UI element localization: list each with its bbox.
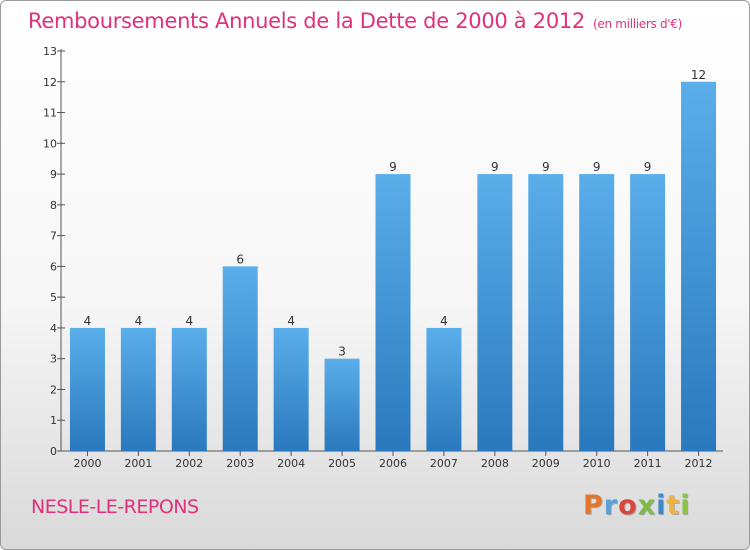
commune-name: NESLE-LE-REPONS — [31, 496, 199, 518]
bar-2000 — [69, 327, 105, 451]
x-tick-label: 2011 — [634, 457, 662, 470]
bar-2004 — [273, 327, 309, 451]
y-tick-label: 2 — [50, 383, 57, 396]
y-tick-label: 6 — [50, 260, 57, 273]
data-label: 9 — [389, 160, 397, 174]
x-tick-label: 2000 — [73, 457, 101, 470]
bar-2009 — [528, 174, 564, 452]
y-tick-label: 7 — [50, 230, 57, 243]
y-tick-label: 4 — [50, 322, 57, 335]
bar-2010 — [579, 174, 615, 452]
data-label: 3 — [338, 345, 346, 359]
logo-letter: i — [680, 490, 691, 521]
x-tick-label: 2004 — [277, 457, 305, 470]
x-tick-label: 2003 — [226, 457, 254, 470]
y-tick-label: 8 — [50, 199, 57, 212]
bar-2003 — [222, 266, 258, 451]
data-label: 9 — [644, 160, 652, 174]
x-tick-label: 2012 — [685, 457, 713, 470]
x-tick-label: 2005 — [328, 457, 356, 470]
unit-note: (en milliers d'€) — [593, 17, 683, 31]
y-tick-label: 11 — [43, 107, 57, 120]
bar-2001 — [120, 327, 156, 451]
data-label: 4 — [84, 314, 92, 328]
x-tick-label: 2007 — [430, 457, 458, 470]
title-text: Remboursements Annuels de la Dette de 20… — [28, 9, 585, 33]
x-tick-label: 2002 — [175, 457, 203, 470]
y-tick-label: 13 — [43, 45, 57, 58]
y-tick-label: 1 — [50, 414, 57, 427]
bar-2002 — [171, 327, 207, 451]
y-tick-label: 5 — [50, 291, 57, 304]
x-tick-label: 2009 — [532, 457, 560, 470]
logo-letter: o — [618, 490, 638, 521]
data-label: 9 — [593, 160, 601, 174]
bar-2005 — [324, 358, 360, 451]
data-label: 9 — [542, 160, 550, 174]
logo-letter: r — [603, 490, 619, 521]
y-tick-label: 10 — [43, 137, 57, 150]
y-tick-label: 9 — [50, 168, 57, 181]
bar-2012 — [681, 81, 717, 452]
y-tick-label: 3 — [50, 353, 57, 366]
data-label: 12 — [691, 68, 706, 82]
bar-2006 — [375, 174, 411, 452]
data-label: 4 — [135, 314, 143, 328]
x-tick-label: 2008 — [481, 457, 509, 470]
y-tick-label: 12 — [43, 76, 57, 89]
bar-2007 — [426, 327, 462, 451]
logo-letter: P — [583, 490, 604, 521]
x-tick-label: 2006 — [379, 457, 407, 470]
data-label: 4 — [185, 314, 193, 328]
data-label: 4 — [440, 314, 448, 328]
bar-2011 — [630, 174, 666, 452]
y-tick-label: 0 — [50, 445, 57, 458]
data-label: 6 — [236, 252, 244, 266]
logo-letter: x — [637, 490, 657, 521]
x-tick-label: 2010 — [583, 457, 611, 470]
x-tick-label: 2001 — [124, 457, 152, 470]
proxiti-logo: Proxiti — [583, 490, 691, 521]
data-label: 4 — [287, 314, 295, 328]
data-label: 9 — [491, 160, 499, 174]
logo-letter: i — [656, 490, 667, 521]
bar-2008 — [477, 174, 513, 452]
chart-title: Remboursements Annuels de la Dette de 20… — [28, 9, 682, 33]
logo-letter: t — [666, 490, 681, 521]
